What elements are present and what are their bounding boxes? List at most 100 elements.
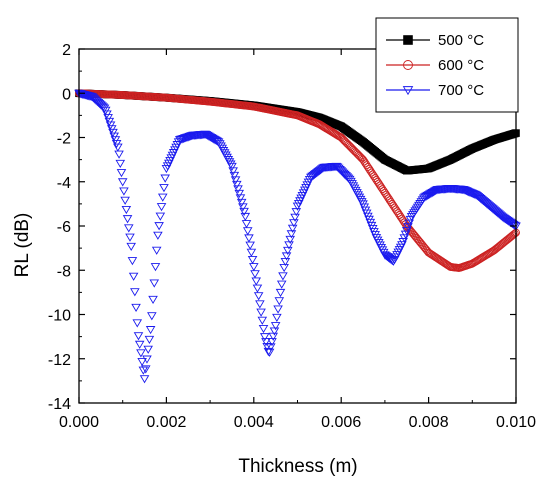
data-point bbox=[272, 313, 282, 322]
data-point bbox=[86, 92, 96, 102]
y-tick-label: -8 bbox=[57, 263, 71, 280]
legend-marker bbox=[403, 35, 413, 45]
data-point bbox=[275, 288, 286, 298]
x-tick-label: 0.006 bbox=[321, 414, 361, 431]
data-point bbox=[154, 222, 164, 231]
data-point bbox=[151, 246, 162, 255]
data-point bbox=[507, 220, 518, 229]
data-point bbox=[160, 174, 170, 183]
data-point bbox=[279, 264, 289, 273]
data-point bbox=[149, 279, 160, 288]
data-point bbox=[387, 256, 397, 265]
data-point bbox=[122, 215, 133, 224]
data-point bbox=[256, 308, 266, 317]
data-point bbox=[425, 190, 435, 199]
data-point bbox=[236, 198, 247, 208]
y-tick-label: -2 bbox=[57, 131, 71, 148]
y-tick-label: -14 bbox=[48, 396, 71, 413]
data-point bbox=[230, 176, 241, 185]
data-point bbox=[241, 220, 252, 229]
data-point bbox=[242, 227, 253, 236]
data-point bbox=[232, 180, 242, 189]
data-point bbox=[157, 193, 168, 202]
legend-marker bbox=[403, 60, 413, 70]
x-axis-title: Thickness (m) bbox=[238, 456, 357, 477]
data-point bbox=[131, 303, 141, 312]
data-point bbox=[132, 319, 143, 328]
series-1 bbox=[75, 89, 520, 272]
data-point bbox=[120, 196, 130, 205]
data-point bbox=[399, 234, 410, 243]
data-point bbox=[116, 169, 127, 178]
data-point bbox=[97, 102, 107, 111]
data-point bbox=[259, 333, 270, 342]
data-point bbox=[233, 185, 243, 194]
data-point bbox=[316, 165, 327, 174]
data-point bbox=[143, 345, 153, 354]
data-point bbox=[398, 238, 408, 247]
y-axis-title: RL (dB) bbox=[12, 213, 33, 278]
data-point bbox=[278, 272, 288, 281]
data-point bbox=[274, 297, 285, 306]
y-tick-label: -10 bbox=[48, 308, 71, 325]
data-point bbox=[255, 300, 265, 309]
data-point bbox=[142, 355, 152, 364]
data-point bbox=[509, 230, 518, 239]
data-point bbox=[138, 366, 149, 375]
data-point bbox=[263, 347, 274, 357]
data-point bbox=[510, 229, 519, 238]
data-point bbox=[257, 316, 268, 325]
data-point bbox=[130, 288, 140, 297]
data-point bbox=[429, 187, 440, 196]
legend: 500 °C 600 °C 700 °C bbox=[375, 17, 519, 113]
data-point bbox=[136, 349, 146, 358]
data-point bbox=[428, 188, 439, 197]
data-point bbox=[229, 171, 240, 180]
series-layer bbox=[74, 89, 521, 384]
data-point bbox=[422, 191, 433, 201]
data-point bbox=[245, 241, 255, 250]
data-point bbox=[421, 192, 431, 201]
series-2 bbox=[74, 89, 521, 384]
data-point bbox=[139, 375, 150, 384]
data-point bbox=[208, 135, 219, 144]
data-point bbox=[228, 167, 238, 176]
data-point bbox=[145, 326, 156, 335]
data-point bbox=[121, 205, 132, 215]
data-point bbox=[273, 305, 283, 314]
data-point bbox=[210, 136, 220, 145]
data-point bbox=[240, 212, 251, 222]
data-point bbox=[126, 242, 136, 251]
y-tick-label: -6 bbox=[57, 219, 71, 236]
data-point bbox=[404, 219, 414, 228]
data-point bbox=[115, 159, 126, 169]
data-point bbox=[125, 233, 135, 242]
data-point bbox=[159, 184, 169, 193]
data-point bbox=[401, 226, 412, 236]
data-point bbox=[397, 241, 407, 250]
data-point bbox=[150, 263, 161, 272]
data-point bbox=[155, 212, 166, 221]
legend-label: 700 °C bbox=[438, 82, 484, 99]
data-point bbox=[246, 248, 257, 257]
legend-marker bbox=[402, 86, 414, 96]
data-point bbox=[117, 178, 128, 187]
data-point bbox=[238, 203, 248, 212]
data-point bbox=[251, 277, 262, 286]
data-point bbox=[400, 230, 411, 239]
data-point bbox=[247, 255, 258, 265]
data-point bbox=[147, 312, 157, 321]
data-point bbox=[114, 150, 124, 159]
x-tick-label: 0.000 bbox=[59, 414, 99, 431]
data-point bbox=[140, 365, 151, 374]
data-point bbox=[423, 191, 434, 200]
y-tick-label: 2 bbox=[62, 42, 71, 59]
data-point bbox=[113, 143, 123, 152]
data-point bbox=[144, 335, 155, 345]
data-point bbox=[427, 189, 438, 198]
data-point bbox=[156, 203, 167, 212]
data-point bbox=[153, 231, 163, 240]
data-point bbox=[137, 358, 147, 367]
data-point bbox=[276, 280, 287, 289]
data-point bbox=[403, 223, 413, 232]
